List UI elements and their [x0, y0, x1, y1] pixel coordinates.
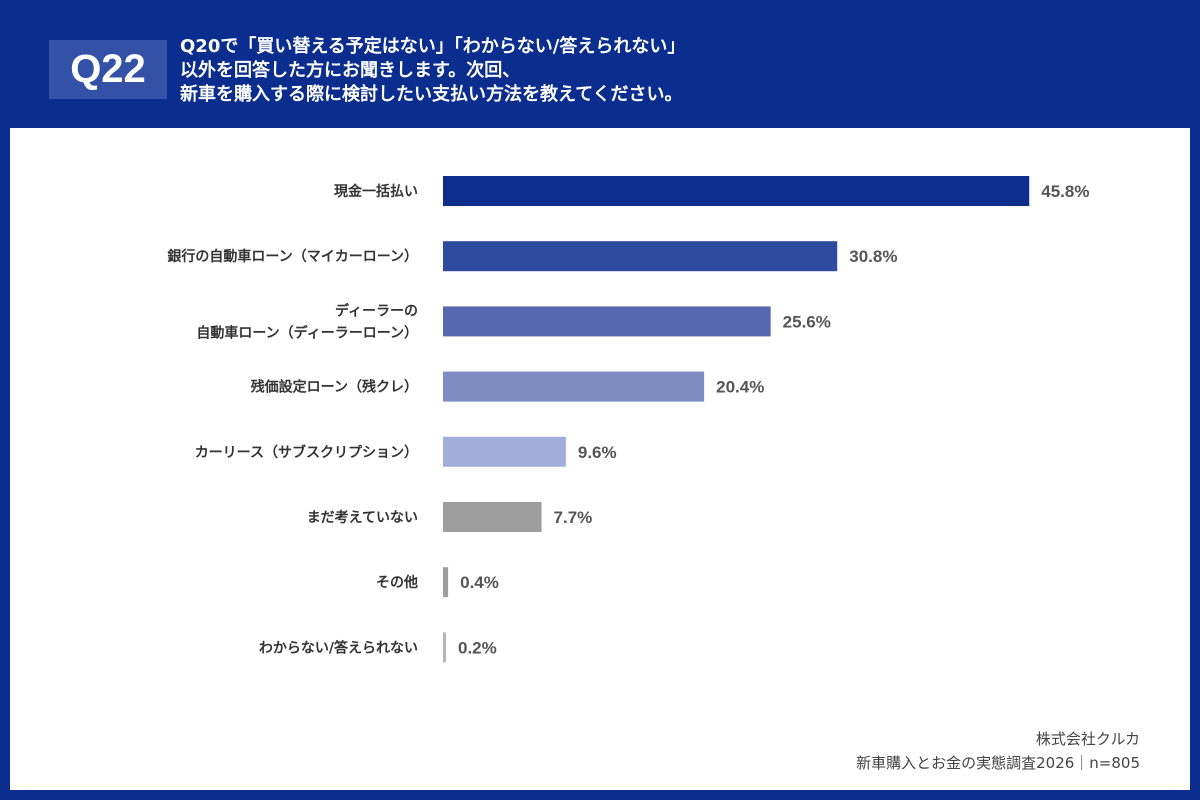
category-label: 自動車ローン（ディーラーローン）: [196, 324, 418, 341]
category-label: カーリース（サブスクリプション）: [195, 444, 418, 461]
data-label: 20.4%: [716, 378, 764, 397]
bar: [443, 502, 542, 532]
footer-company: 株式会社クルカ: [1035, 730, 1140, 748]
data-label: 45.8%: [1041, 182, 1089, 201]
bar: [443, 436, 566, 467]
data-label: 9.6%: [578, 443, 617, 462]
question-line: 新車を購入する際に検討したい支払い方法を教えてください。: [180, 84, 683, 105]
category-label: 残価設定ローン（残クレ）: [251, 379, 418, 396]
category-label: ディーラーの: [335, 302, 418, 319]
bar: [443, 176, 1030, 206]
question-text: Q20で「買い替える予定はない」「わからない/答えられない」 以外を回答した方に…: [180, 35, 685, 107]
bar: [443, 306, 771, 337]
footer-survey: 新車購入とお金の実態調査2026｜n=805: [856, 754, 1140, 772]
bar: [443, 567, 449, 598]
chart-panel: [10, 128, 1190, 790]
bar: [443, 241, 838, 272]
bar: [443, 371, 705, 402]
question-number-badge: Q22: [49, 40, 167, 99]
bar: [443, 632, 446, 663]
category-label: その他: [376, 574, 418, 591]
question-line: Q20で「買い替える予定はない」「わからない/答えられない」: [180, 36, 686, 57]
data-label: 7.7%: [554, 508, 593, 527]
question-line: 以外を回答した方にお聞きします。次回、: [180, 60, 521, 81]
data-label: 0.4%: [460, 573, 499, 592]
category-label: まだ考えていない: [307, 509, 418, 526]
category-label: わからない/答えられない: [259, 639, 418, 656]
data-label: 25.6%: [783, 312, 831, 331]
category-label: 現金一括払い: [334, 183, 418, 200]
data-label: 30.8%: [849, 247, 897, 266]
category-label: 銀行の自動車ローン（マイカーローン）: [167, 248, 418, 265]
data-label: 0.2%: [458, 638, 497, 657]
